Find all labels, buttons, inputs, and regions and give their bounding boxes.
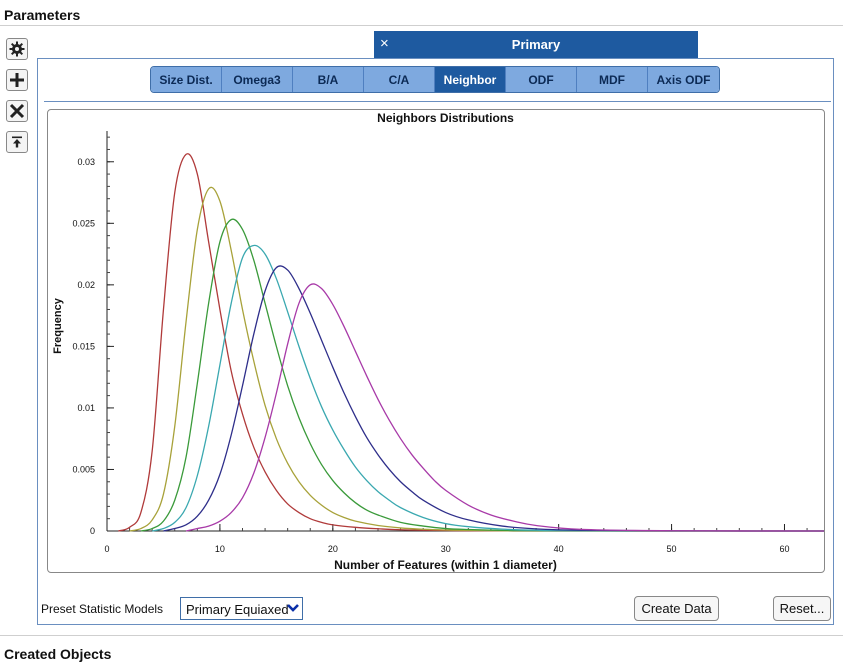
tab-odf[interactable]: ODF [506,67,577,92]
stats-subtab-bar: Size Dist. Omega3 B/A C/A Neighbor ODF M… [150,66,720,93]
preset-label: Preset Statistic Models [41,602,164,616]
tab-b-a[interactable]: B/A [293,67,364,92]
x-tick-label: 30 [441,544,451,554]
gear-icon [9,41,25,57]
x-axis-label: Number of Features (within 1 diameter) [334,558,557,572]
remove-button[interactable] [6,100,28,122]
series-line-6 [185,283,825,532]
plus-icon [9,72,25,88]
y-tick-label: 0.01 [77,403,95,413]
created-objects-heading: Created Objects [4,646,112,662]
x-tick-label: 10 [215,544,225,554]
y-tick-label: 0.025 [72,218,95,228]
y-tick-label: 0 [90,526,95,536]
y-tick-label: 0.03 [77,157,95,167]
preset-value: Primary Equiaxed [186,602,289,617]
divider [0,25,843,26]
x-tick-label: 50 [667,544,677,554]
y-tick-label: 0.02 [77,280,95,290]
phase-tab[interactable]: × Primary [374,31,698,58]
series-line-4 [152,244,825,532]
y-tick-label: 0.015 [72,341,95,351]
series-line-5 [163,265,825,532]
phase-tab-title: Primary [511,37,561,52]
reset-button[interactable]: Reset... [773,596,831,621]
tab-neighbor[interactable]: Neighbor [435,67,506,92]
x-tick-label: 20 [328,544,338,554]
x-tick-label: 0 [104,544,109,554]
series-line-2 [129,186,824,532]
chevron-down-icon [286,600,300,619]
tab-c-a[interactable]: C/A [364,67,435,92]
y-axis-label: Frequency [52,297,64,354]
parameters-heading: Parameters [4,7,81,23]
arrow-up-bar-icon [10,135,24,149]
collapse-button[interactable] [6,131,28,153]
preset-select[interactable]: Primary Equiaxed [180,597,303,620]
y-tick-label: 0.005 [72,464,95,474]
tab-axis-odf[interactable]: Axis ODF [648,67,719,92]
neighbors-chart: Neighbors Distributions 0 10 20 30 40 50 60 0 0.0… [52,111,825,572]
side-toolbar [6,38,30,162]
tab-mdf[interactable]: MDF [577,67,648,92]
settings-button[interactable] [6,38,28,60]
tab-size-dist[interactable]: Size Dist. [151,67,222,92]
divider [44,101,831,102]
divider [0,635,843,636]
series-line-3 [140,218,825,532]
close-icon [9,103,25,119]
x-tick-label: 40 [554,544,564,554]
add-button[interactable] [6,69,28,91]
tab-omega3[interactable]: Omega3 [222,67,293,92]
close-tab-icon[interactable]: × [380,35,389,52]
x-tick-label: 60 [779,544,789,554]
create-data-button[interactable]: Create Data [634,596,719,621]
chart-title: Neighbors Distributions [377,111,514,125]
